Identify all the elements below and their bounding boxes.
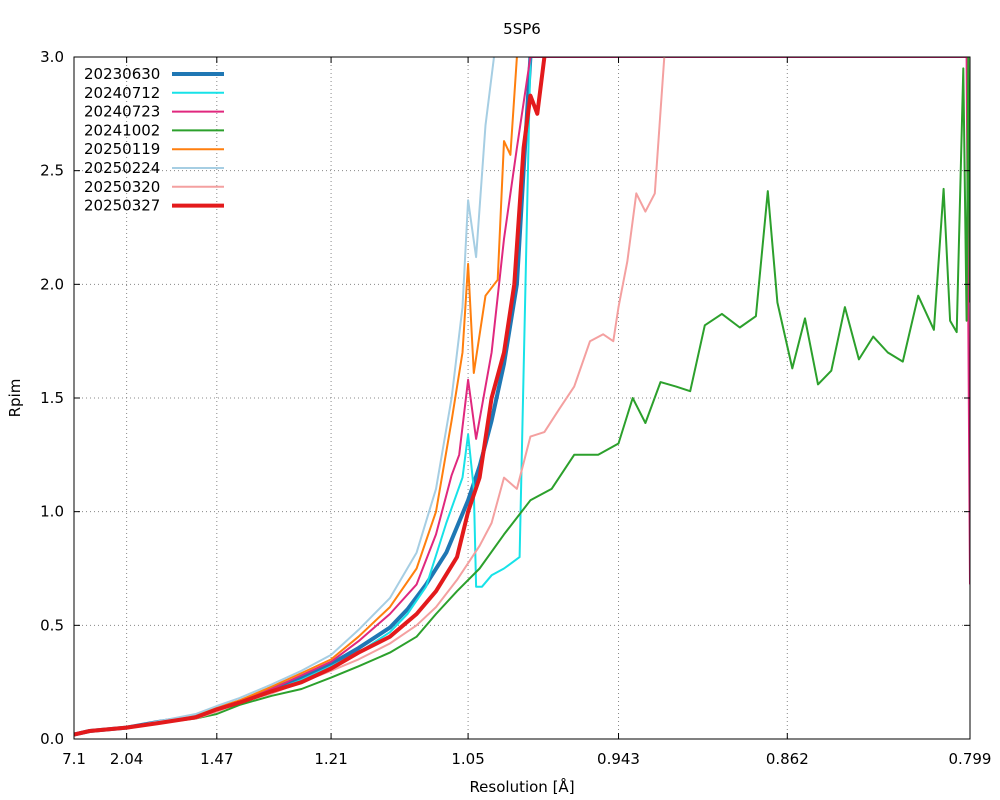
y-tick-label: 2.0 (40, 275, 64, 293)
legend-label: 20240723 (84, 103, 160, 121)
tick-marks: 7.1 2.04 1.47 1.21 1.05 0.943 0.862 0.799 0.0 0.5… (40, 48, 991, 768)
x-tick-label: 0.799 (949, 750, 992, 768)
x-tick-label: 0.862 (766, 750, 809, 768)
y-tick-label: 0.5 (40, 616, 64, 634)
legend-label: 20250320 (84, 178, 160, 196)
legend-label: 20250224 (84, 159, 160, 177)
chart-title: 5SP6 (503, 20, 541, 38)
x-tick-label: 7.1 (62, 750, 86, 768)
legend: 2023063020240712202407232024100220250119… (84, 65, 224, 215)
legend-label: 20250119 (84, 140, 160, 158)
y-tick-label: 2.5 (40, 162, 64, 180)
series-line-20250327 (74, 57, 547, 737)
legend-label: 20240712 (84, 84, 160, 102)
legend-label: 20250327 (84, 197, 160, 215)
legend-label: 20241002 (84, 121, 160, 139)
x-tick-label: 1.47 (200, 750, 233, 768)
y-tick-label: 1.5 (40, 389, 64, 407)
y-tick-label: 0.0 (40, 730, 64, 748)
series-line-20250224 (74, 57, 495, 736)
series-layer (74, 57, 970, 737)
series-line-20241002 (74, 57, 970, 736)
x-tick-label: 2.04 (110, 750, 143, 768)
legend-label: 20230630 (84, 65, 160, 83)
x-tick-label: 1.05 (451, 750, 484, 768)
y-axis-title: Rpim (6, 379, 24, 418)
y-tick-label: 1.0 (40, 503, 64, 521)
y-tick-label: 3.0 (40, 48, 64, 66)
x-tick-label: 1.21 (314, 750, 347, 768)
x-axis-title: Resolution [Å] (469, 777, 574, 796)
x-tick-label: 0.943 (597, 750, 640, 768)
